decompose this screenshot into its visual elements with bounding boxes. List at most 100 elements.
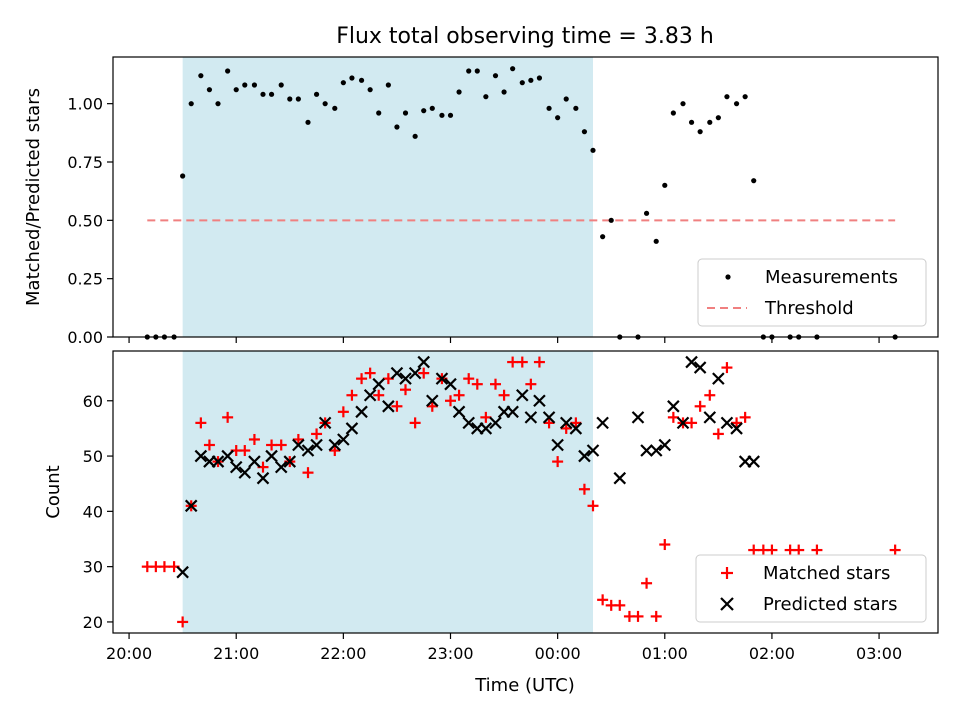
matched-star-point [195,417,207,429]
predicted-star-point [596,416,609,430]
matched-star-point [158,561,170,573]
predicted-star-point [408,366,422,380]
predicted-star-stroke [345,422,359,435]
measurement-point [707,119,713,125]
measurement-point [519,80,525,86]
matched-star-point [222,411,234,423]
matched-star-point [248,433,260,445]
predicted-star-stroke [720,416,734,430]
predicted-star-stroke [569,422,583,435]
predicted-star-point [328,438,342,452]
predicted-star-stroke [649,444,663,457]
predicted-star-point [355,405,368,419]
predicted-star-point [399,372,412,385]
measurement-point [742,94,748,100]
measurement-point [510,66,516,72]
predicted-star-stroke [693,361,707,374]
predicted-star-stroke [444,377,457,391]
matched-star-point [578,483,590,495]
measurement-point [198,73,204,79]
predicted-star-point [640,444,653,457]
matched-star-point [400,384,411,396]
predicted-star-point [417,355,430,369]
measurement-point [653,238,659,244]
measurement-point [466,68,472,74]
measurement-point [563,96,569,102]
measurement-point [305,119,311,125]
matched-star-point [570,417,582,429]
measurement-point [215,101,221,107]
measurement-point [385,82,391,88]
y-tick-label: 0.50 [67,211,103,230]
predicted-star-stroke [524,411,538,424]
matched-star-point [418,367,430,379]
measurement-point [680,101,686,107]
matched-star-point [266,439,278,451]
measurement-point [590,147,596,153]
predicted-star-stroke [685,355,698,369]
x-tick-label: 03:00 [856,644,902,663]
matched-star-point [498,389,510,401]
matched-star-point [471,378,483,390]
predicted-star-point [578,449,591,463]
matched-star-point [311,428,323,440]
predicted-star-stroke [337,433,350,446]
predicted-star-point [274,460,288,474]
predicted-star-point [390,366,404,380]
predicted-star-stroke [462,416,475,430]
predicted-star-point [489,416,502,430]
measurement-point [581,129,588,135]
y-tick-label: 30 [83,558,103,577]
measurement-point [402,110,409,116]
measurement-point [715,115,721,121]
predicted-star-stroke [301,444,315,457]
matched-star-point [364,367,376,379]
predicted-star-stroke [452,405,466,419]
matched-star-point [793,544,805,556]
predicted-star-point [462,416,475,430]
matched-star-point [373,389,385,401]
measurement-point [492,73,499,79]
bottom-legend: Matched stars Predicted stars [695,554,927,623]
predicted-star-stroke [631,411,645,424]
predicted-star-stroke [658,438,672,452]
matched-star-point [748,544,760,556]
matched-star-point [552,456,564,468]
predicted-star-point [194,449,208,463]
measurement-point [412,133,418,139]
x-tick-label: 22:00 [320,644,366,663]
predicted-star-point [730,422,743,435]
measurement-point [322,101,328,107]
predicted-star-stroke [730,422,743,435]
predicted-star-stroke [667,400,680,413]
predicted-star-point [586,444,600,457]
predicted-star-point [559,416,573,430]
predicted-star-point [435,372,449,385]
predicted-star-point [176,565,189,579]
measurement-point [662,182,668,188]
matched-star-point [337,406,349,418]
predicted-star-point [229,460,243,474]
predicted-star-stroke [586,444,600,457]
matched-star-point [659,539,671,551]
measurement-point [573,105,579,111]
y-tick-label: 40 [83,502,103,521]
measurement-point [367,87,373,93]
predicted-star-point [676,416,690,430]
legend-matched-marker [721,567,733,579]
measurement-point [456,89,462,95]
predicted-star-point [310,438,323,452]
predicted-star-stroke [390,366,404,380]
matched-star-point [426,400,438,412]
matched-star-point [409,417,421,429]
measurement-point [376,110,382,116]
matched-star-point [731,417,743,429]
predicted-star-point [265,449,278,463]
measurement-point [546,105,552,111]
matched-star-point [614,599,626,611]
matched-star-point [667,411,679,423]
matched-star-point [480,411,492,423]
bottom-axes-frame [112,350,939,634]
measurement-point [688,119,695,125]
predicted-star-point [337,433,350,446]
